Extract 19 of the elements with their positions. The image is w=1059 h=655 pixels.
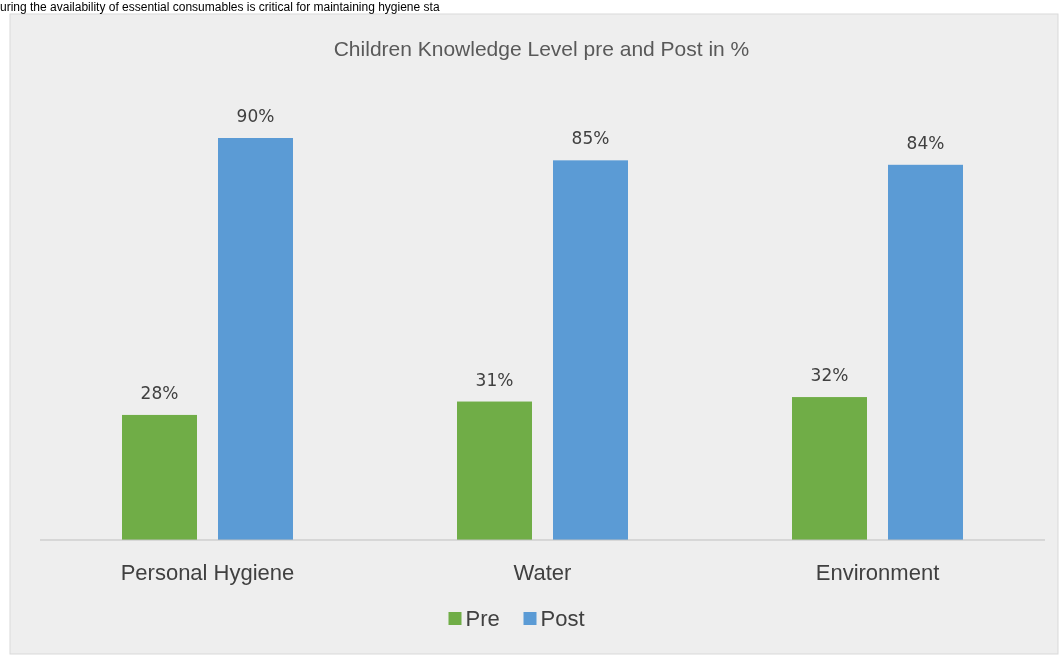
x-tick-label: Environment	[815, 560, 940, 585]
bar	[888, 164, 963, 540]
bar	[122, 414, 197, 540]
x-tick-label: Personal Hygiene	[120, 560, 295, 585]
data-label: 85%	[571, 128, 610, 149]
legend-label: Pre	[465, 606, 500, 631]
data-label: 84%	[906, 132, 945, 153]
data-label: 32%	[810, 365, 849, 386]
bar	[457, 401, 532, 540]
bar	[792, 397, 867, 540]
data-label: 31%	[475, 369, 514, 390]
data-label: 90%	[236, 106, 275, 126]
x-tick-label: Water	[513, 560, 572, 585]
bar	[218, 138, 293, 540]
bar	[553, 160, 628, 540]
text: uring the availability of essential consumables is critical for maintaining hygiene sta	[0, 0, 440, 14]
data-label: 28%	[140, 382, 179, 403]
chart-title: Children Knowledge Level pre and Post in %	[333, 37, 750, 60]
legend-label: Post	[540, 606, 585, 631]
